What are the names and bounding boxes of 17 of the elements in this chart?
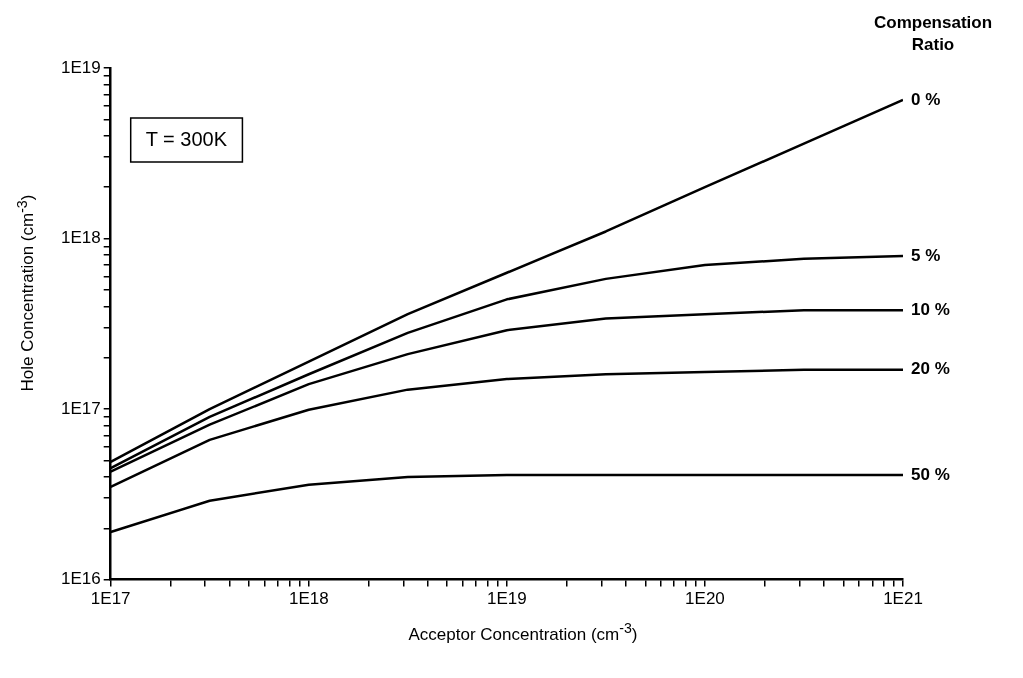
x-tick-label: 1E21	[883, 589, 923, 609]
y-tick-label: 1E17	[61, 398, 101, 418]
y-tick-label: 1E18	[61, 228, 101, 248]
series-label: 0 %	[911, 89, 941, 109]
x-tick-label: 1E18	[288, 589, 329, 609]
annotation: T = 300K	[145, 127, 228, 150]
series-label: 10 %	[911, 299, 950, 319]
x-tick-label: 1E17	[90, 589, 131, 609]
legend-title: Compensation Ratio	[873, 12, 993, 54]
y-tick-label: 1E19	[61, 57, 101, 77]
x-tick-label: 1E20	[685, 589, 725, 609]
series-label: 5 %	[911, 245, 941, 265]
series-label: 50 %	[911, 464, 950, 484]
series-label: 20 %	[911, 359, 950, 379]
x-tick-label: 1E19	[487, 589, 527, 609]
y-tick-label: 1E16	[61, 569, 101, 589]
x-axis-title: Acceptor Concentration (cm$^{-3}$)	[408, 620, 638, 645]
